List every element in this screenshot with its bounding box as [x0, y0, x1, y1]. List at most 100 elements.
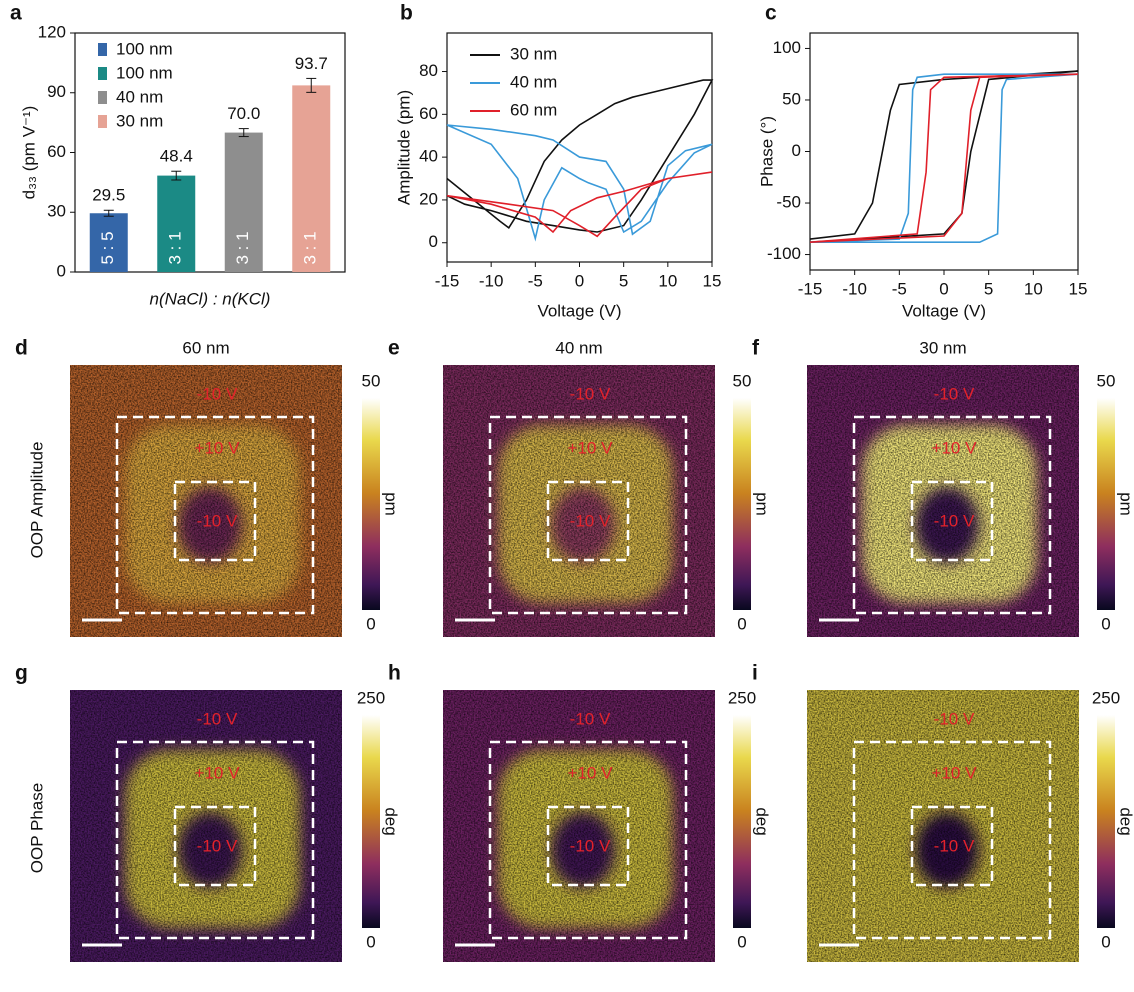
- y-tick-label: -100: [767, 244, 801, 263]
- colorbar-min: 0: [366, 614, 375, 633]
- legend-label: 100 nm: [116, 63, 173, 82]
- region-label: -10 V: [570, 836, 611, 855]
- pfm-map: -10 V +10 V -10 V: [443, 365, 715, 637]
- colorbar-min: 0: [366, 932, 375, 951]
- x-tick-label: 15: [703, 271, 722, 290]
- map-texture: [443, 365, 715, 637]
- y-tick-label: 0: [792, 141, 801, 160]
- colorbar-unit: deg: [1117, 807, 1134, 835]
- value-label: 93.7: [295, 54, 328, 73]
- colorbar: [733, 398, 751, 610]
- inner-dashed-box: [910, 805, 994, 887]
- region-label: +10 V: [568, 763, 614, 782]
- outer-dashed-box: [115, 740, 315, 940]
- panel-letter: e: [388, 337, 400, 360]
- colorbar-min: 0: [1101, 932, 1110, 951]
- pfm-map: -10 V +10 V -10 V: [70, 365, 342, 637]
- pfm-map: -10 V +10 V -10 V: [807, 365, 1079, 637]
- value-label: 70.0: [227, 104, 260, 123]
- colorbar-max: 50: [362, 371, 381, 390]
- x-tick-label: 15: [1069, 279, 1088, 298]
- y-axis-label: Amplitude (pm): [394, 90, 413, 205]
- value-label: 48.4: [160, 147, 193, 166]
- region-label: +10 V: [195, 438, 241, 457]
- colorbar: [1097, 715, 1115, 928]
- colorbar-max: 250: [357, 688, 385, 707]
- inner-dashed-box: [173, 480, 257, 562]
- outer-dashed-box: [488, 415, 688, 615]
- pfm-map: -10 V +10 V -10 V: [807, 690, 1079, 962]
- region-label: -10 V: [197, 384, 238, 403]
- x-axis-label: n(NaCl) : n(KCl): [150, 289, 271, 308]
- colorbar-max: 250: [728, 688, 756, 707]
- row-label: OOP Phase: [27, 783, 46, 873]
- x-tick-label: 10: [1024, 279, 1043, 298]
- panel-letter: h: [388, 662, 401, 685]
- x-axis-label: Voltage (V): [537, 301, 621, 320]
- colorbar-max: 250: [1092, 688, 1120, 707]
- plot-frame: [446, 32, 713, 263]
- bar-category-label: 3 : 1: [166, 231, 185, 264]
- panel-letter: a: [10, 2, 22, 25]
- inner-dashed-box: [546, 480, 630, 562]
- map-texture: [70, 690, 342, 962]
- colorbar-min: 0: [1101, 614, 1110, 633]
- region-label: +10 V: [932, 763, 978, 782]
- colorbar-unit: pm: [753, 492, 772, 516]
- series-line: [809, 70, 1079, 243]
- y-tick-label: 20: [419, 189, 438, 208]
- panel-letter: f: [752, 337, 760, 360]
- map-title: 30 nm: [919, 338, 966, 357]
- legend-label: 30 nm: [510, 44, 557, 63]
- region-label: -10 V: [570, 384, 611, 403]
- legend-swatch: [98, 67, 107, 80]
- x-tick-label: -15: [798, 279, 823, 298]
- series-line: [446, 79, 714, 233]
- x-axis-label: Voltage (V): [902, 301, 986, 320]
- x-tick-label: -10: [479, 271, 504, 290]
- inner-dashed-box: [910, 480, 994, 562]
- series-line: [446, 124, 713, 242]
- region-label: -10 V: [197, 836, 238, 855]
- y-tick-label: 60: [419, 104, 438, 123]
- colorbar-unit: pm: [382, 492, 401, 516]
- row-label: OOP Amplitude: [27, 442, 46, 559]
- y-tick-label: 60: [47, 142, 66, 161]
- inner-dashed-box: [546, 805, 630, 887]
- region-label: -10 V: [197, 709, 238, 728]
- colorbar-unit: deg: [753, 807, 772, 835]
- panel-letter: c: [765, 2, 777, 25]
- bar: [89, 213, 128, 272]
- legend-label: 60 nm: [510, 100, 557, 119]
- map-title: 40 nm: [555, 338, 602, 357]
- region-label: -10 V: [934, 836, 975, 855]
- colorbar-unit: pm: [1117, 492, 1134, 516]
- outer-dashed-box: [115, 415, 315, 615]
- region-label: -10 V: [934, 511, 975, 530]
- legend-label: 40 nm: [116, 87, 163, 106]
- bar-category-label: 3 : 1: [301, 231, 320, 264]
- region-label: -10 V: [197, 511, 238, 530]
- region-label: +10 V: [932, 438, 978, 457]
- colorbar-max: 50: [1097, 371, 1116, 390]
- inner-dashed-box: [173, 805, 257, 887]
- colorbar-min: 0: [737, 932, 746, 951]
- outer-dashed-box: [488, 740, 688, 940]
- bar: [292, 85, 331, 273]
- colorbar: [362, 715, 380, 928]
- y-tick-label: 40: [419, 147, 438, 166]
- panel-letter: d: [15, 337, 28, 360]
- series-line: [446, 171, 713, 238]
- y-axis-label: Phase (°): [757, 116, 776, 187]
- region-label: -10 V: [934, 384, 975, 403]
- region-label: -10 V: [570, 511, 611, 530]
- legend-label: 100 nm: [116, 39, 173, 58]
- map-texture: [443, 690, 715, 962]
- x-tick-label: 5: [619, 271, 628, 290]
- outer-dashed-box: [852, 740, 1052, 940]
- y-tick-label: 50: [782, 89, 801, 108]
- y-tick-label: -50: [776, 193, 801, 212]
- x-tick-label: 0: [939, 279, 948, 298]
